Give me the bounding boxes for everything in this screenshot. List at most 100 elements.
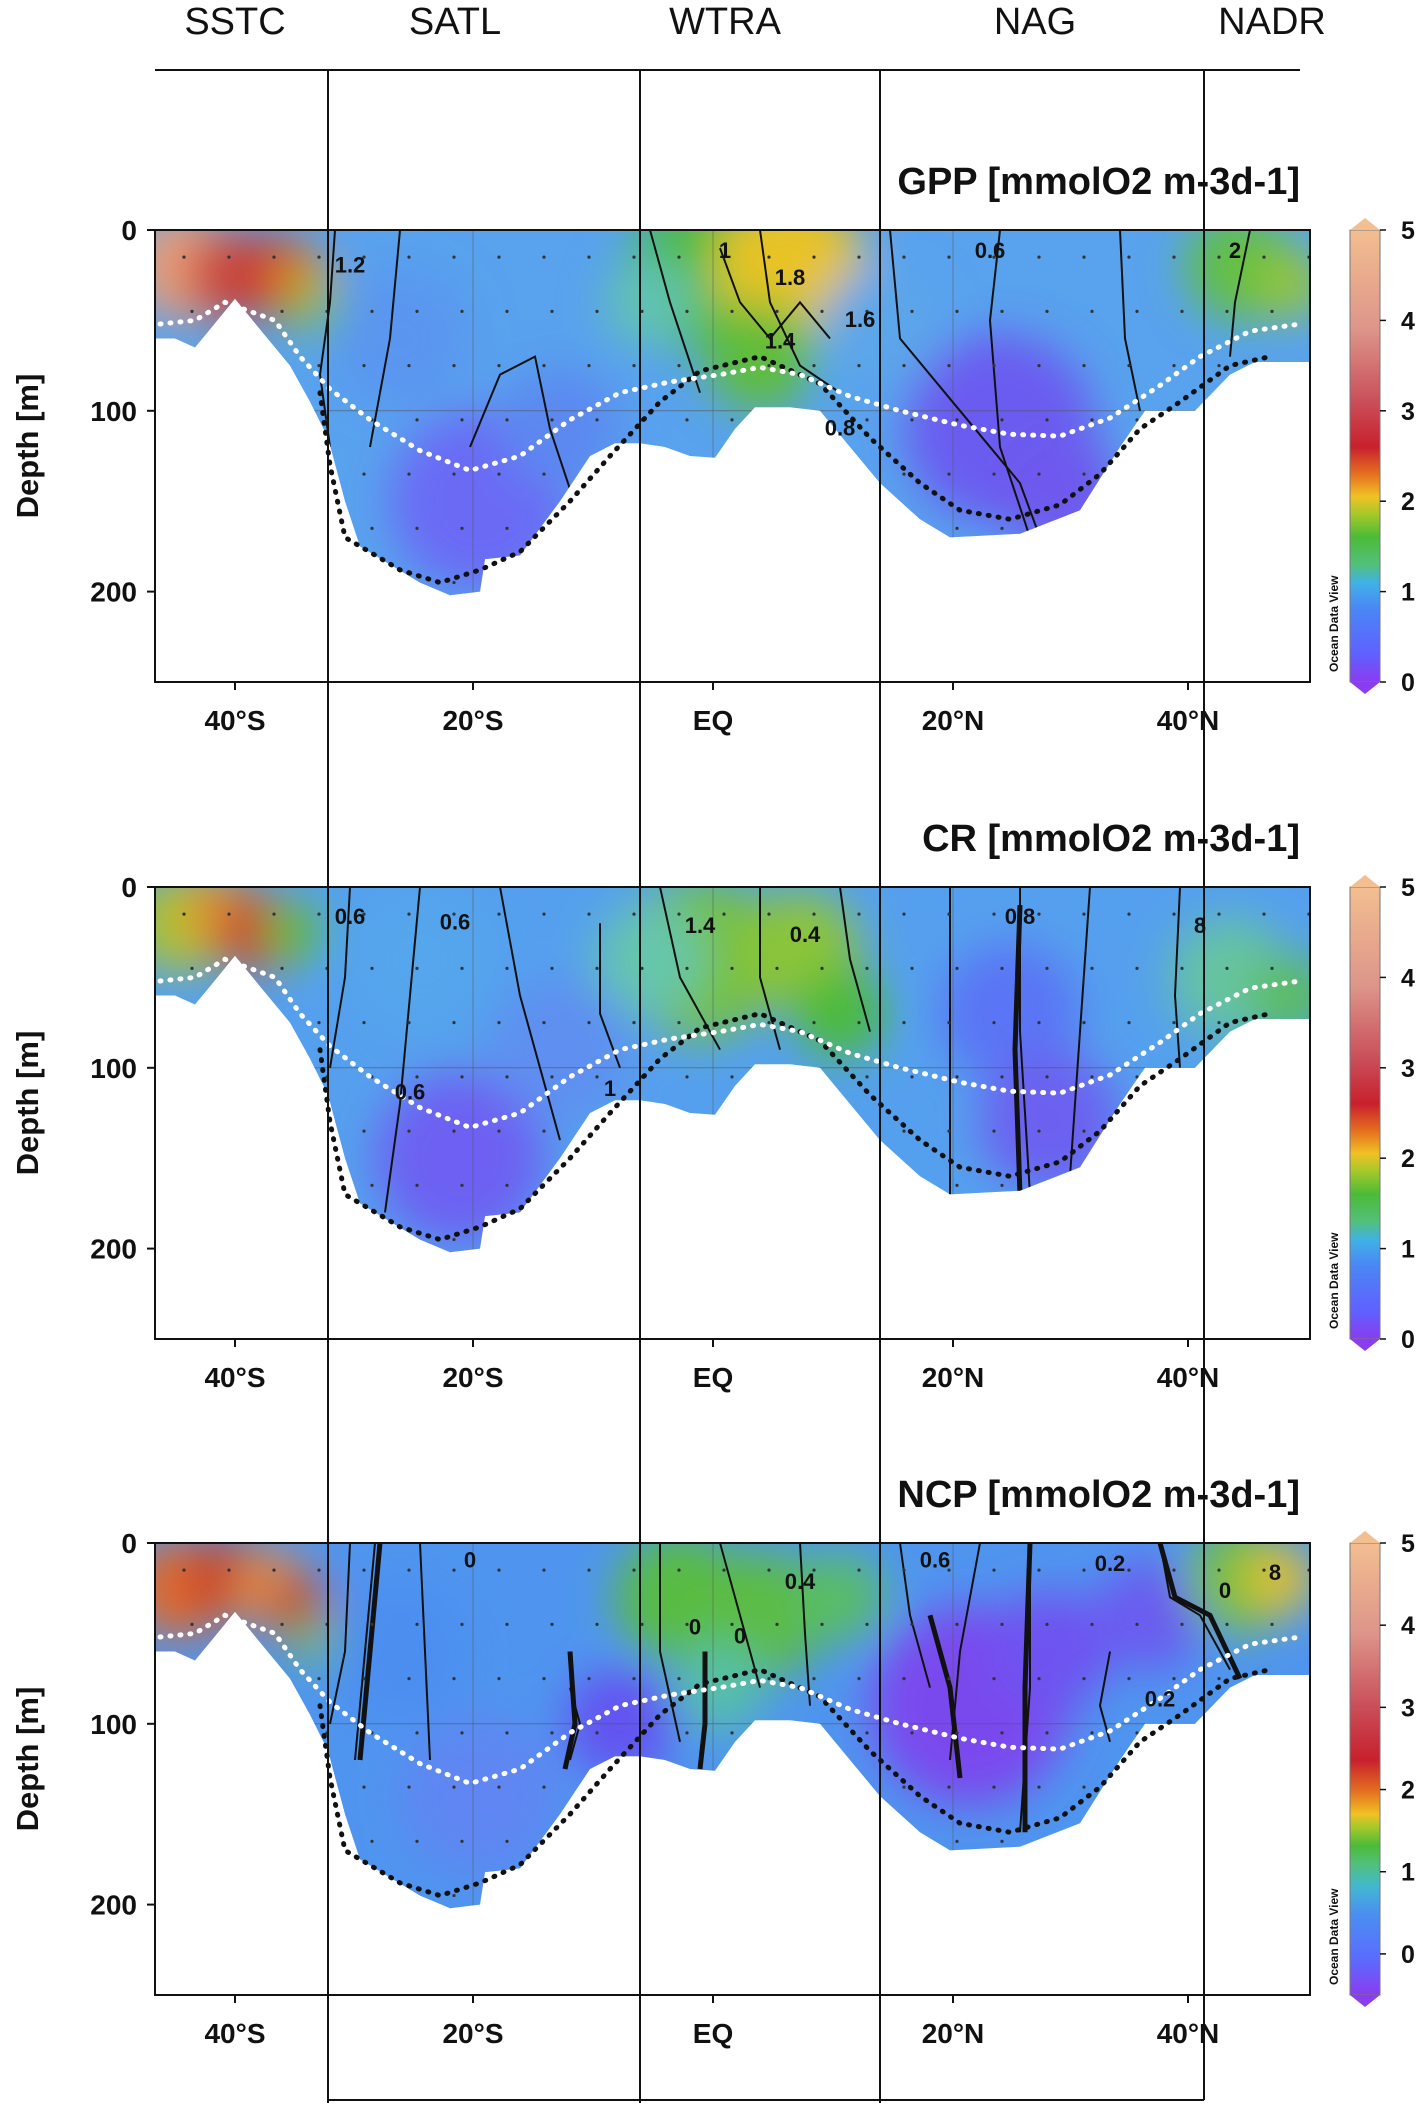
chart-panel-ncp: 0 0.6 0.4 0 0 0.2 0.2 0 8 NCP [mmolO2 m-3d-1] Dept… bbox=[10, 1474, 1415, 2049]
sample-point bbox=[1127, 364, 1131, 368]
zero-contour-line bbox=[1022, 1543, 1033, 1833]
sample-point bbox=[182, 255, 186, 259]
sample-point bbox=[685, 309, 689, 313]
contour-label: 0 bbox=[464, 1547, 476, 1572]
contour-line bbox=[599, 923, 621, 1069]
sample-point bbox=[767, 255, 771, 259]
sample-point bbox=[1315, 1623, 1318, 1626]
sample-point bbox=[955, 966, 959, 970]
sample-point bbox=[677, 912, 681, 916]
sample-point bbox=[632, 1677, 636, 1681]
sample-point bbox=[1217, 255, 1221, 259]
sample-point bbox=[460, 966, 464, 970]
contour-label: 1 bbox=[604, 1076, 616, 1101]
sample-point bbox=[955, 526, 959, 530]
colorbar-top-arrow bbox=[1350, 218, 1380, 230]
sample-point bbox=[677, 1021, 681, 1025]
sample-point bbox=[415, 1622, 419, 1626]
sample-point bbox=[685, 1075, 689, 1079]
province-label-nadr: NADR bbox=[1218, 1, 1326, 43]
sample-point bbox=[1082, 1785, 1086, 1789]
sample-point bbox=[1135, 1731, 1139, 1735]
sample-point bbox=[1045, 418, 1049, 422]
x-tick-label: 20°S bbox=[442, 705, 503, 736]
sample-point bbox=[1090, 1731, 1094, 1735]
sample-point bbox=[1090, 418, 1094, 422]
sample-point bbox=[730, 1731, 734, 1735]
contour-label: 0.6 bbox=[920, 1547, 951, 1572]
x-tick-label: 40°S bbox=[204, 2018, 265, 2049]
sample-point bbox=[865, 1622, 869, 1626]
value-blob bbox=[990, 1591, 1110, 1712]
sample-point bbox=[505, 1839, 509, 1843]
contour-line bbox=[369, 230, 401, 448]
sample-point bbox=[857, 255, 861, 259]
sample-point bbox=[1127, 255, 1131, 259]
sample-point bbox=[542, 255, 546, 259]
zero-contour-line bbox=[1012, 905, 1023, 1195]
sample-point bbox=[1262, 1568, 1266, 1572]
sample-point bbox=[542, 1129, 546, 1133]
sample-point bbox=[947, 364, 951, 368]
sample-point bbox=[542, 1677, 546, 1681]
sample-point bbox=[730, 1622, 734, 1626]
sample-point bbox=[812, 912, 816, 916]
zero-contour-line bbox=[1157, 1543, 1243, 1680]
sample-point bbox=[542, 472, 546, 476]
sample-point bbox=[1315, 418, 1318, 421]
sample-point bbox=[452, 580, 456, 585]
sample-point bbox=[1180, 309, 1184, 313]
sample-point bbox=[1000, 1075, 1004, 1079]
sample-point bbox=[407, 364, 411, 368]
sample-point bbox=[1037, 364, 1041, 368]
contour-label: 0 bbox=[1219, 1578, 1231, 1603]
sample-point bbox=[595, 309, 599, 313]
sample-point bbox=[550, 1075, 554, 1079]
plot-frame bbox=[154, 229, 1311, 683]
sample-point bbox=[632, 1021, 636, 1025]
sample-point bbox=[415, 1075, 419, 1079]
sample-point bbox=[632, 912, 636, 916]
sample-point bbox=[452, 1237, 456, 1242]
sample-point bbox=[1270, 1622, 1274, 1626]
sample-point bbox=[910, 309, 914, 313]
sample-point bbox=[1180, 1622, 1184, 1626]
sample-point bbox=[595, 1731, 599, 1735]
sample-point bbox=[460, 1839, 464, 1843]
contour-line bbox=[1098, 1651, 1111, 1743]
sample-point bbox=[272, 912, 276, 916]
contour-line bbox=[1173, 887, 1181, 1068]
white-dotted-mixed-layer-line bbox=[157, 299, 1303, 474]
sample-point bbox=[677, 1568, 681, 1572]
sample-point bbox=[1127, 1568, 1131, 1572]
sample-point bbox=[272, 1568, 276, 1572]
sample-point bbox=[280, 966, 284, 970]
sample-point bbox=[497, 364, 501, 368]
sample-point bbox=[415, 418, 419, 422]
colorbar-tick-label: 0 bbox=[1401, 669, 1415, 697]
sample-point bbox=[992, 1568, 996, 1572]
x-tick-label: EQ bbox=[693, 2018, 733, 2049]
contour-line bbox=[799, 1543, 811, 1706]
contour-line bbox=[1229, 230, 1251, 357]
sample-point bbox=[992, 912, 996, 916]
sample-point bbox=[452, 1129, 456, 1133]
y-tick-label: 0 bbox=[121, 215, 137, 246]
sample-point bbox=[910, 1731, 914, 1735]
sample-point bbox=[857, 364, 861, 368]
contour-line bbox=[889, 230, 1041, 538]
sample-point bbox=[1082, 255, 1086, 259]
sample-point bbox=[1315, 967, 1318, 970]
sample-point bbox=[362, 1677, 366, 1681]
sample-point bbox=[1315, 527, 1318, 530]
colorbar-tick-label: 1 bbox=[1401, 1859, 1415, 1887]
sample-point bbox=[1270, 309, 1274, 313]
sample-point bbox=[407, 1568, 411, 1572]
contour-label: 0.8 bbox=[825, 415, 856, 440]
sample-point bbox=[370, 966, 374, 970]
sample-point bbox=[1127, 1021, 1131, 1025]
sample-point bbox=[1217, 912, 1221, 916]
sample-point bbox=[722, 255, 726, 259]
sample-point bbox=[362, 1568, 366, 1572]
